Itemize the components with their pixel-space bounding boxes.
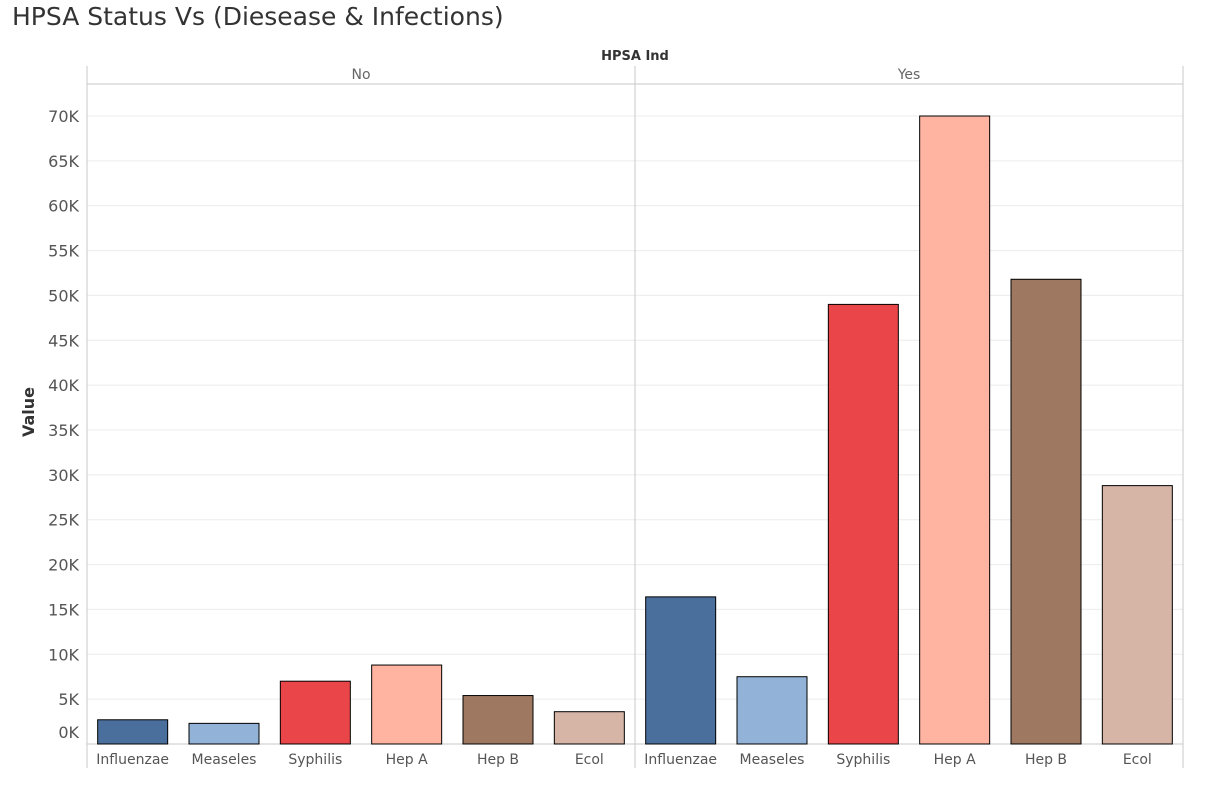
panel-headers: HPSA Ind No Yes bbox=[351, 49, 920, 83]
panel-header-no: No bbox=[351, 67, 370, 83]
category-label: Hep B bbox=[477, 752, 519, 768]
bar-yes-ecol bbox=[1101, 485, 1173, 745]
category-label: Hep B bbox=[1025, 752, 1067, 768]
y-tick-label: 35K bbox=[48, 421, 79, 440]
category-label: Measeles bbox=[192, 752, 257, 768]
category-label: Measeles bbox=[740, 752, 805, 768]
bar-no-ecol bbox=[553, 711, 625, 745]
y-tick-label: 10K bbox=[48, 645, 79, 664]
bar-no-influenzae bbox=[97, 719, 169, 745]
y-tick-label: 20K bbox=[48, 556, 79, 575]
category-label: Ecol bbox=[1123, 752, 1152, 768]
y-tick-label: 30K bbox=[48, 466, 79, 485]
bar-yes-hep-b bbox=[1010, 278, 1082, 745]
column-header-title: HPSA Ind bbox=[601, 49, 669, 64]
bar-no-measeles bbox=[188, 722, 260, 745]
category-label: Ecol bbox=[575, 752, 604, 768]
y-tick-label: 65K bbox=[48, 152, 79, 171]
bar-no-syphilis bbox=[279, 680, 351, 745]
bars bbox=[97, 115, 1173, 745]
y-axis-label: Value bbox=[19, 387, 38, 437]
bar-yes-hep-a bbox=[919, 115, 991, 745]
y-tick-label: 50K bbox=[48, 286, 79, 305]
bar-no-hep-a bbox=[371, 664, 443, 745]
category-label: Hep A bbox=[386, 752, 428, 768]
category-label: Hep A bbox=[934, 752, 976, 768]
y-tick-label: 55K bbox=[48, 242, 79, 261]
category-label: Syphilis bbox=[836, 752, 890, 768]
chart-frame bbox=[86, 66, 1184, 768]
y-tick-label: 5K bbox=[58, 690, 79, 709]
y-axis-ticks: 0K 5K 10K 15K 20K 25K 30K 35K 40K 45K 50K 55K 60K 65K… bbox=[48, 107, 79, 742]
category-label: Influenzae bbox=[644, 752, 717, 768]
y-tick-label: 15K bbox=[48, 600, 79, 619]
y-tick-label: 70K bbox=[48, 107, 79, 126]
bar-yes-syphilis bbox=[827, 303, 899, 745]
y-tick-label: 60K bbox=[48, 197, 79, 216]
y-tick-label: 45K bbox=[48, 331, 79, 350]
category-labels: Influenzae Measeles Syphilis Hep A Hep B Ecol… bbox=[96, 752, 1152, 768]
category-label: Influenzae bbox=[96, 752, 169, 768]
panel-header-yes: Yes bbox=[897, 67, 921, 83]
bar-yes-measeles bbox=[736, 676, 808, 745]
category-label: Syphilis bbox=[288, 752, 342, 768]
y-tick-label: 25K bbox=[48, 511, 79, 530]
y-tick-label: 40K bbox=[48, 376, 79, 395]
y-tick-label: 0K bbox=[58, 723, 79, 742]
bar-yes-influenzae bbox=[645, 596, 717, 745]
chart-title: HPSA Status Vs (Diesease & Infections) bbox=[12, 2, 504, 31]
bar-no-hep-b bbox=[462, 695, 534, 745]
